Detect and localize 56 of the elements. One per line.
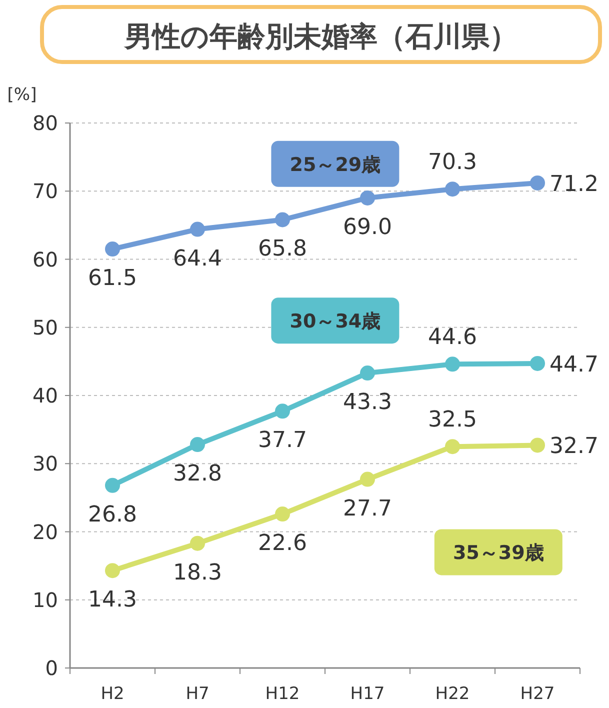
data-label: 18.3 xyxy=(173,560,222,586)
data-label: 65.8 xyxy=(258,236,307,262)
data-label: 14.3 xyxy=(88,588,137,613)
data-label: 27.7 xyxy=(343,496,392,522)
point xyxy=(530,356,545,371)
point xyxy=(275,506,290,522)
x-tick-label: H7 xyxy=(186,684,210,704)
chart-title: 男性の年齢別未婚率（石川県） xyxy=(124,20,518,53)
data-label: 22.6 xyxy=(258,531,307,556)
x-tick-label: H22 xyxy=(435,684,470,704)
data-label: 37.7 xyxy=(258,428,307,454)
data-label: 61.5 xyxy=(88,266,137,292)
point xyxy=(190,222,205,237)
data-label: 26.8 xyxy=(88,502,137,528)
text: 35～39歳 xyxy=(452,542,544,564)
data-label: 71.2 xyxy=(550,172,598,197)
data-label: 44.7 xyxy=(550,352,598,378)
point xyxy=(530,175,545,190)
y-tick-label: 40 xyxy=(32,384,58,408)
y-tick-label: 70 xyxy=(32,179,58,204)
y-axis-title: [%] xyxy=(7,85,37,105)
point xyxy=(360,190,375,206)
y-tick-label: 50 xyxy=(32,315,58,340)
point xyxy=(190,437,205,452)
series-label: 25～29歳 xyxy=(290,154,381,176)
data-label: 32.5 xyxy=(428,408,477,433)
point xyxy=(275,404,290,419)
point xyxy=(275,212,290,228)
y-tick-label: 20 xyxy=(32,520,58,544)
x-tick-label: H12 xyxy=(265,684,300,704)
point xyxy=(360,366,375,381)
point xyxy=(105,563,120,578)
point xyxy=(445,356,460,372)
series-label: 30～34歳 xyxy=(290,310,381,333)
y-tick-label: 10 xyxy=(32,588,58,612)
data-label: 70.3 xyxy=(428,150,477,176)
y-tick-label: 80 xyxy=(32,111,58,135)
point xyxy=(530,438,545,453)
data-label: 43.3 xyxy=(343,390,392,416)
data-label: 32.8 xyxy=(173,462,222,487)
point xyxy=(190,536,205,551)
x-tick-label: H27 xyxy=(520,684,555,704)
point xyxy=(360,472,375,487)
x-tick-label: H2 xyxy=(100,684,124,704)
data-label: 64.4 xyxy=(173,246,222,272)
point xyxy=(445,439,460,454)
x-tick-label: H17 xyxy=(350,684,385,704)
y-tick-label: 0 xyxy=(45,656,58,680)
y-tick-label: 30 xyxy=(32,452,58,476)
data-label: 69.0 xyxy=(343,214,392,240)
data-label: 44.6 xyxy=(428,325,477,350)
point xyxy=(105,242,120,257)
data-label: 32.7 xyxy=(550,434,598,460)
point xyxy=(105,478,120,493)
point xyxy=(445,182,460,197)
y-tick-label: 60 xyxy=(32,247,58,272)
